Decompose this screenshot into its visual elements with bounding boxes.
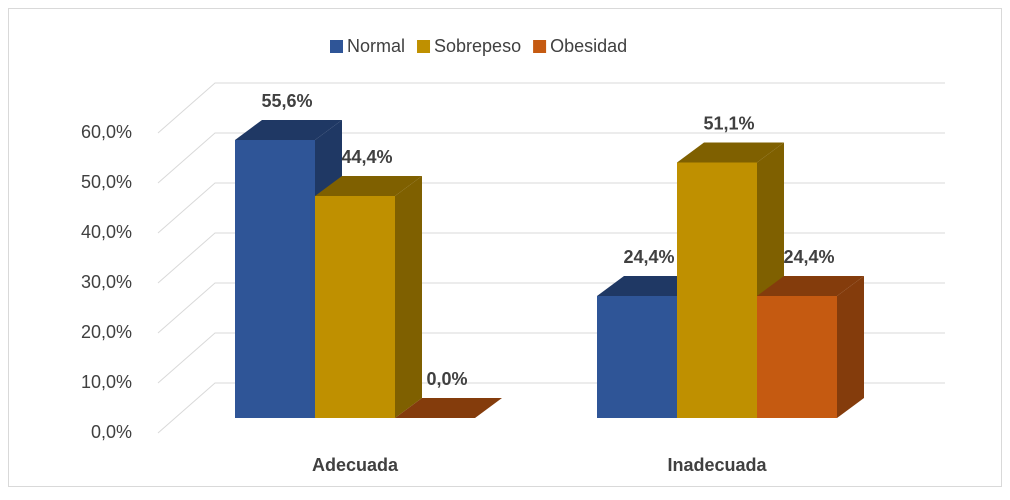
- data-label: 55,6%: [261, 91, 312, 111]
- bar: [677, 162, 757, 418]
- y-tick-label: 20,0%: [81, 322, 132, 342]
- x-tick-label: Adecuada: [312, 455, 399, 475]
- legend-swatch: [330, 40, 343, 53]
- bar: [597, 296, 677, 418]
- legend-label: Normal: [347, 36, 405, 56]
- legend-label: Obesidad: [550, 36, 627, 56]
- y-tick-label: 10,0%: [81, 372, 132, 392]
- bar-side: [837, 276, 864, 418]
- bar-top: [235, 120, 342, 140]
- data-label: 51,1%: [703, 113, 754, 133]
- legend-swatch: [533, 40, 547, 53]
- y-tick-label: 30,0%: [81, 272, 132, 292]
- bar-top: [757, 276, 864, 296]
- bar: [757, 296, 837, 418]
- y-tick-label: 40,0%: [81, 222, 132, 242]
- bar-top: [677, 142, 784, 163]
- legend-label: Sobrepeso: [434, 36, 521, 56]
- legend-swatch: [417, 40, 431, 53]
- bar: [315, 196, 395, 418]
- chart-frame: [8, 8, 1002, 487]
- bar-top: [315, 176, 422, 196]
- data-label: 24,4%: [623, 247, 674, 267]
- y-tick-label: 50,0%: [81, 172, 132, 192]
- grid-line: [157, 82, 945, 134]
- bar: [235, 140, 315, 418]
- y-tick-label: 0,0%: [91, 422, 132, 442]
- x-tick-label: Inadecuada: [667, 455, 767, 475]
- data-label: 44,4%: [341, 147, 392, 167]
- data-label: 0,0%: [426, 369, 467, 389]
- bar-side: [395, 176, 422, 418]
- grid-line: [157, 132, 945, 184]
- bar-top: [395, 398, 502, 418]
- y-tick-label: 60,0%: [81, 122, 132, 142]
- data-label: 24,4%: [783, 247, 834, 267]
